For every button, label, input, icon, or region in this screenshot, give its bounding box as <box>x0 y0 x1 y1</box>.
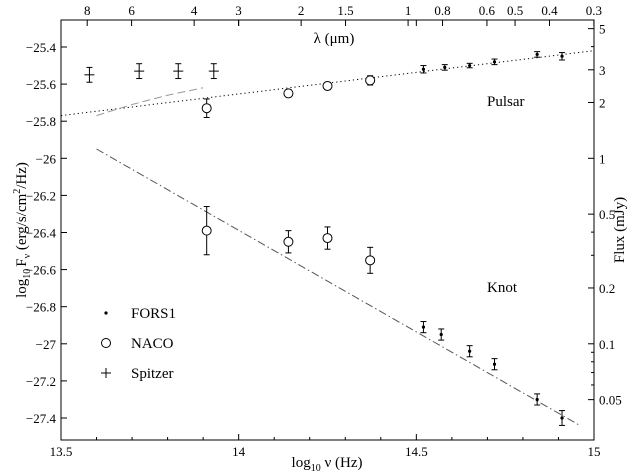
marker-dot <box>421 325 426 329</box>
data-point-fors1 <box>441 64 448 71</box>
marker-circle <box>365 255 376 266</box>
x-tick-label: 13.5 <box>50 444 73 459</box>
y-tick-label: −25.6 <box>26 77 57 92</box>
data-points <box>84 51 566 426</box>
top-tick-label: 8 <box>84 3 91 18</box>
marker-circle <box>365 75 376 86</box>
fit-line-model <box>96 87 204 117</box>
data-point-fors1 <box>466 62 473 69</box>
data-point-fors1 <box>559 52 566 61</box>
marker-dot <box>439 332 443 337</box>
plot-frame <box>60 19 595 441</box>
right-tick-label: 5 <box>599 22 606 37</box>
marker-circle <box>283 236 294 247</box>
data-point-naco <box>283 88 294 99</box>
y-tick-label: −26.8 <box>26 300 56 315</box>
legend-marker-spitzer <box>101 368 111 378</box>
top-tick-label: 3 <box>235 3 242 18</box>
marker-dot <box>492 362 497 366</box>
x-tick-label: 14.5 <box>405 444 428 459</box>
data-point-fors1 <box>438 328 445 341</box>
marker-dot <box>468 349 472 353</box>
y-tick-label: −26.6 <box>26 263 57 278</box>
top-tick-label: 0.4 <box>541 3 558 18</box>
data-point-naco <box>283 230 294 254</box>
top-tick-label: 1.5 <box>337 3 353 18</box>
marker-dot <box>560 54 564 58</box>
right-axis-title: Flux (mJy) <box>612 197 628 263</box>
legend-label-spitzer: Spitzer <box>131 366 174 382</box>
top-tick-label: 0.8 <box>434 3 450 18</box>
top-tick-label: 2 <box>298 3 305 18</box>
annotation-pulsar: Pulsar <box>487 94 525 110</box>
data-point-naco <box>322 80 333 91</box>
data-point-spitzer <box>84 66 95 83</box>
data-point-fors1 <box>420 65 427 74</box>
data-point-naco <box>365 246 376 274</box>
marker-dot <box>468 63 472 68</box>
x-axis-title: log10 ν (Hz) <box>292 455 363 474</box>
marker-circle <box>201 103 212 114</box>
marker-dot <box>560 416 564 420</box>
legend: FORS1 NACO Spitzer <box>101 306 176 382</box>
marker-circle <box>322 233 333 244</box>
top-tick-label: 0.6 <box>479 3 496 18</box>
data-point-spitzer <box>208 63 219 80</box>
legend-label-naco: NACO <box>131 336 174 352</box>
marker-circle <box>283 88 294 99</box>
data-point-fors1 <box>420 321 427 334</box>
marker-circle <box>322 80 333 91</box>
y-axis-title: log10Fν (erg/s/cm2/Hz) <box>12 162 33 298</box>
x-tick-label: 14 <box>232 444 246 459</box>
right-tick-label: 2 <box>599 95 606 110</box>
right-tick-label: 3 <box>599 63 606 78</box>
y-tick-label: −27.4 <box>26 411 57 426</box>
y-tick-label: −26.2 <box>26 188 56 203</box>
top-tick-label: 0.3 <box>586 3 602 18</box>
y-tick-label: −25.4 <box>26 40 57 55</box>
y-tick-label: −25.8 <box>26 114 56 129</box>
data-point-spitzer <box>134 63 145 80</box>
top-tick-label: 6 <box>128 3 135 18</box>
y-tick-label: −27.2 <box>26 374 56 389</box>
data-point-naco <box>365 75 376 86</box>
right-tick-label: 0.2 <box>599 281 615 296</box>
data-point-fors1 <box>534 393 541 406</box>
right-tick-label: 0.5 <box>599 207 615 222</box>
right-tick-label: 0.1 <box>599 337 615 352</box>
legend-marker-naco <box>101 338 111 348</box>
right-tick-label: 0.05 <box>599 393 622 408</box>
x-tick-label: 15 <box>588 444 601 459</box>
y-tick-label: −26 <box>36 151 57 166</box>
marker-dot <box>535 397 539 402</box>
marker-circle <box>201 225 212 236</box>
right-tick-label: 1 <box>599 151 606 166</box>
data-point-fors1 <box>491 358 498 371</box>
data-point-fors1 <box>466 345 473 358</box>
data-point-spitzer <box>173 63 184 80</box>
y-tick-label: −27 <box>36 337 57 352</box>
y-tick-label: −26.4 <box>26 226 57 241</box>
data-point-naco <box>201 206 212 256</box>
data-point-naco <box>322 226 333 250</box>
top-tick-label: 0.5 <box>507 3 523 18</box>
legend-label-fors1: FORS1 <box>131 306 176 322</box>
legend-marker-fors1 <box>104 311 108 315</box>
top-tick-label: 4 <box>191 3 198 18</box>
marker-dot <box>535 52 539 57</box>
fit-lines <box>60 50 595 426</box>
data-point-fors1 <box>534 51 541 58</box>
top-axis-title: λ (μm) <box>314 31 355 47</box>
annotation-knot: Knot <box>487 280 518 296</box>
axis-ticks: 13.5 14 14.5 15−25.4−25.6−25.8−26−26.2−26.4… <box>26 3 622 459</box>
data-point-naco <box>201 98 212 118</box>
data-point-fors1 <box>559 410 566 426</box>
marker-dot <box>421 67 426 71</box>
top-tick-label: 1 <box>405 3 412 18</box>
marker-dot <box>492 60 497 64</box>
data-point-fors1 <box>491 58 498 66</box>
marker-dot <box>443 65 447 70</box>
